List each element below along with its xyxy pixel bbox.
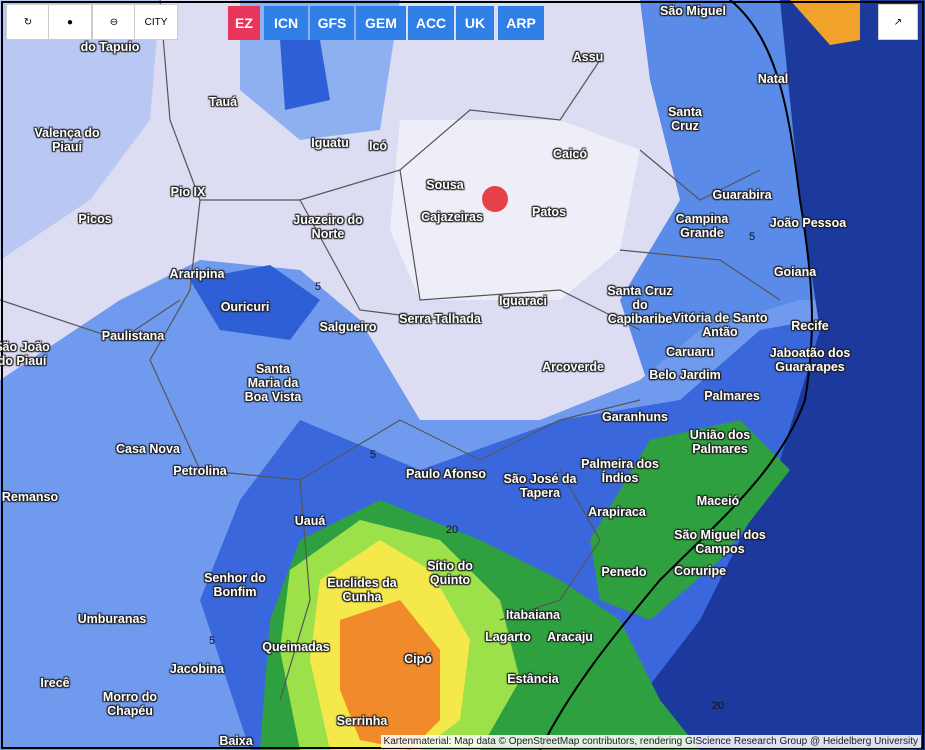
blue-field <box>190 265 320 340</box>
city-label[interactable]: do Tapuio <box>80 40 140 54</box>
city-label[interactable]: Icó <box>368 139 388 153</box>
city-label[interactable]: Uauá <box>294 514 326 528</box>
pale-field <box>390 120 640 300</box>
city-label[interactable]: Baixa <box>219 734 253 748</box>
city-label[interactable]: Juazeiro do Norte <box>293 213 363 241</box>
city-label[interactable]: Belo Jardim <box>649 368 721 382</box>
coastline <box>539 0 813 750</box>
city-label[interactable]: Umburanas <box>77 612 147 626</box>
city-label[interactable]: Arcoverde <box>542 360 604 374</box>
city-label[interactable]: Valença do Piauí <box>34 126 100 154</box>
city-label[interactable]: Santa Maria da Boa Vista <box>244 362 302 404</box>
city-label[interactable]: Itabaiana <box>505 608 561 622</box>
city-label[interactable]: São Miguel <box>660 4 726 18</box>
border-lines <box>0 0 781 701</box>
city-label[interactable]: Cipó <box>404 652 432 666</box>
zoom-out-button[interactable]: ⊖ <box>92 4 136 40</box>
city-label[interactable]: Pio IX <box>170 185 206 199</box>
contour-label: 5 <box>369 449 377 461</box>
city-label[interactable]: Caicó <box>552 147 588 161</box>
share-button[interactable]: ↗ <box>878 4 918 40</box>
city-label[interactable]: Aracaju <box>547 630 593 644</box>
model-button[interactable]: ARP <box>498 6 544 40</box>
city-label[interactable]: Paulo Afonso <box>405 467 487 481</box>
city-label[interactable]: Remanso <box>1 490 59 504</box>
city-label[interactable]: Petrolina <box>173 464 227 478</box>
city-label[interactable]: Tauá <box>208 95 238 109</box>
city-label[interactable]: Caruaru <box>666 345 714 359</box>
city-label[interactable]: Serra Talhada <box>399 312 481 326</box>
attribution: Kartenmaterial: Map data © OpenStreetMap… <box>380 735 921 748</box>
city-label[interactable]: Irecê <box>40 676 70 690</box>
city-label[interactable]: Guarabira <box>712 188 772 202</box>
light-blue-field <box>0 0 160 260</box>
city-label[interactable]: Ouricuri <box>220 300 270 314</box>
selected-location[interactable] <box>482 186 508 212</box>
city-label[interactable]: Natal <box>757 72 789 86</box>
model-button[interactable]: GEM <box>356 6 406 40</box>
city-label[interactable]: Casa Nova <box>116 442 180 456</box>
city-label[interactable]: Picos <box>78 212 112 226</box>
city-label[interactable]: São José da Tapera <box>503 472 577 500</box>
city-label[interactable]: Campina Grande <box>675 212 729 240</box>
city-label[interactable]: Penedo <box>601 565 647 579</box>
city-label[interactable]: Arapiraca <box>588 505 646 519</box>
city-label[interactable]: Coruripe <box>673 564 727 578</box>
city-label[interactable]: Morro do Chapéu <box>102 690 158 718</box>
navy-field <box>600 0 925 750</box>
city-label[interactable]: Lagarto <box>485 630 531 644</box>
refresh-button[interactable]: ↻ <box>6 4 50 40</box>
city-label[interactable]: União dos Palmares <box>689 428 751 456</box>
model-button[interactable]: EZ <box>228 6 260 40</box>
contour-label: 20 <box>445 524 459 536</box>
model-button[interactable]: GFS <box>310 6 354 40</box>
contour-label: 5 <box>748 231 756 243</box>
city-label[interactable]: Santa Cruz <box>667 105 703 133</box>
city-label[interactable]: Iguatu <box>311 136 349 150</box>
city-label[interactable]: João Pessoa <box>769 216 847 230</box>
city-label[interactable]: Iguaraci <box>499 294 547 308</box>
city-label[interactable]: Paulistana <box>101 329 165 343</box>
city-label[interactable]: Sousa <box>426 178 464 192</box>
city-label[interactable]: Estância <box>507 672 559 686</box>
city-label[interactable]: Vitória de Santo Antão <box>672 311 768 339</box>
city-label[interactable]: Palmeira dos Índios <box>581 457 659 485</box>
contour-label: 5 <box>314 281 322 293</box>
city-label[interactable]: Salgueiro <box>319 320 377 334</box>
city-label[interactable]: Araripina <box>169 267 225 281</box>
contour-label: 20 <box>711 700 725 712</box>
orange-field <box>340 600 440 750</box>
city-label[interactable]: Jaboatão dos Guararapes <box>769 346 851 374</box>
city-label[interactable]: Serrinha <box>336 714 388 728</box>
city-label[interactable]: Goiana <box>773 265 817 279</box>
orange-field <box>790 0 860 45</box>
city-label[interactable]: Cajazeiras <box>421 210 483 224</box>
city-label[interactable]: Santa Cruz do Capibaribe <box>607 284 673 326</box>
city-label[interactable]: São João do Piauí <box>0 340 50 368</box>
city-label[interactable]: Jacobina <box>169 662 225 676</box>
city-label[interactable]: Maceió <box>696 494 740 508</box>
city-label[interactable]: Euclides da Cunha <box>327 576 397 604</box>
city-label[interactable]: Assu <box>572 50 604 64</box>
model-button[interactable]: UK <box>456 6 494 40</box>
city-label[interactable]: Patos <box>531 205 567 219</box>
locate-button[interactable]: ● <box>48 4 92 40</box>
city-label[interactable]: Palmares <box>704 389 760 403</box>
contour-label: 5 <box>208 635 216 647</box>
city-label[interactable]: Queimadas <box>262 640 330 654</box>
city-label[interactable]: Sítio do Quinto <box>427 559 473 587</box>
city-label[interactable]: Garanhuns <box>602 410 668 424</box>
city-label[interactable]: Senhor do Bonfim <box>204 571 266 599</box>
city-label[interactable]: Recife <box>791 319 829 333</box>
model-button[interactable]: ACC <box>408 6 454 40</box>
blue-field <box>280 40 330 110</box>
model-button[interactable]: ICN <box>264 6 308 40</box>
city-label[interactable]: São Miguel dos Campos <box>674 528 766 556</box>
green-field <box>590 420 790 620</box>
city-toggle[interactable]: CITY <box>134 4 178 40</box>
